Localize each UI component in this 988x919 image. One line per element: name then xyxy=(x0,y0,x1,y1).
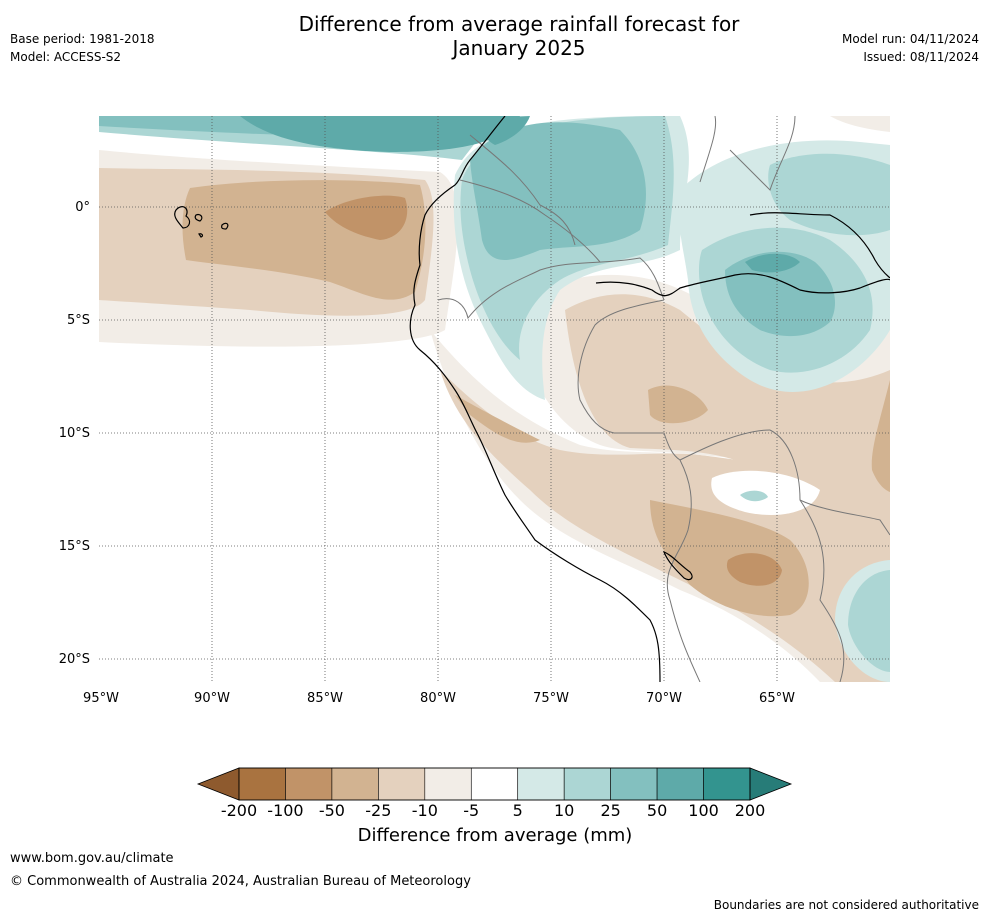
colorbar-box xyxy=(378,767,426,801)
lon-label-70w: 70°W xyxy=(646,691,682,706)
contour-bolivia-wet-spot xyxy=(740,490,768,502)
contour-coastal-dry-mid xyxy=(455,395,540,443)
model-run: Model run: 04/11/2024 xyxy=(841,32,979,46)
contour-brazil-wet xyxy=(725,251,835,337)
colorbar-label: 50 xyxy=(647,801,667,820)
meta-right: Model run: 04/11/2024 Issued: 08/11/2024 xyxy=(842,30,979,66)
colorbar-extend-high xyxy=(749,767,793,801)
colorbar-boxes xyxy=(238,767,751,801)
colorbar-label: -10 xyxy=(412,801,438,820)
contour-brazil-wet-core xyxy=(745,253,800,273)
model-name: Model: ACCESS-S2 xyxy=(10,50,122,64)
colorbar-label: -50 xyxy=(319,801,345,820)
colorbar-extend-low xyxy=(196,767,240,801)
contour-north-wet-core xyxy=(240,116,520,152)
contour-bolivia-dry xyxy=(650,500,809,617)
contour-northeast-dry xyxy=(830,116,890,132)
lat-label-5s: 5°S xyxy=(67,313,90,328)
lat-label-0: 0° xyxy=(75,200,90,215)
colorbar: -200 -100 -50 -25 -10 -5 5 10 25 50 100 200 xyxy=(196,767,793,820)
coastline xyxy=(409,116,890,682)
lon-label-75w: 75°W xyxy=(533,691,569,706)
colorbar-box xyxy=(517,767,565,801)
contour-guiana-wet-light xyxy=(768,153,890,236)
map-title: Difference from average rainfall forecas… xyxy=(244,12,794,60)
colorbar-box xyxy=(563,767,611,801)
lat-label-10s: 10°S xyxy=(59,426,90,441)
colorbar-label: -100 xyxy=(267,801,303,820)
contour-bolivia-normal xyxy=(711,470,820,516)
colorbar-label: -200 xyxy=(221,801,257,820)
contour-amazon-dry-mid xyxy=(648,385,708,424)
colorbar-label: -25 xyxy=(365,801,391,820)
colorbar-label: 10 xyxy=(554,801,574,820)
colorbar-box xyxy=(470,767,519,801)
contour-colombia-wet-core xyxy=(470,122,646,260)
lat-label-20s: 20°S xyxy=(59,652,90,667)
country-boundaries xyxy=(437,116,890,682)
lon-label-95w: 95°W xyxy=(83,691,119,706)
colorbar-box xyxy=(238,767,286,801)
contour-bolivia-dry-core xyxy=(726,553,782,586)
colorbar-title: Difference from average (mm) xyxy=(357,825,633,846)
lon-label-80w: 80°W xyxy=(420,691,456,706)
colorbar-box xyxy=(424,767,472,801)
colorbar-label: 5 xyxy=(513,801,523,820)
contour-colombia-wet-max xyxy=(480,116,530,145)
colorbar-labels: -200 -100 -50 -25 -10 -5 5 10 25 50 100 200 xyxy=(221,801,765,820)
title-line-1: Difference from average rainfall forecas… xyxy=(298,12,740,36)
footer-note: Boundaries are not considered authoritat… xyxy=(713,898,979,912)
lat-label-15s: 15°S xyxy=(59,539,90,554)
map-panel xyxy=(99,116,890,682)
colorbar-box xyxy=(285,767,333,801)
colorbar-outline xyxy=(238,767,751,801)
colorbar-box xyxy=(703,767,751,801)
lon-label-90w: 90°W xyxy=(194,691,230,706)
contour-amazon-dry xyxy=(565,294,890,505)
colorbar-label: -5 xyxy=(463,801,479,820)
colorbar-label: 100 xyxy=(688,801,719,820)
footer-url[interactable]: www.bom.gov.au/climate xyxy=(10,851,174,866)
graticule xyxy=(99,116,890,682)
lake-titicaca xyxy=(662,550,693,581)
galapagos-islands xyxy=(174,206,229,238)
colorbar-label: 200 xyxy=(735,801,766,820)
issued-date: Issued: 08/11/2024 xyxy=(863,50,979,64)
lon-label-65w: 65°W xyxy=(759,691,795,706)
colorbar-box xyxy=(610,767,658,801)
footer-copyright: © Commonwealth of Australia 2024, Austra… xyxy=(10,874,471,889)
base-period: Base period: 1981-2018 xyxy=(10,32,155,46)
lon-label-85w: 85°W xyxy=(307,691,343,706)
title-line-2: January 2025 xyxy=(452,36,586,60)
contour-southeast-wet xyxy=(848,570,890,672)
meta-left: Base period: 1981-2018 Model: ACCESS-S2 xyxy=(10,30,155,66)
colorbar-label: 25 xyxy=(600,801,620,820)
contour-east-dry-mid xyxy=(871,380,890,492)
colorbar-box xyxy=(331,767,379,801)
colorbar-box xyxy=(656,767,704,801)
